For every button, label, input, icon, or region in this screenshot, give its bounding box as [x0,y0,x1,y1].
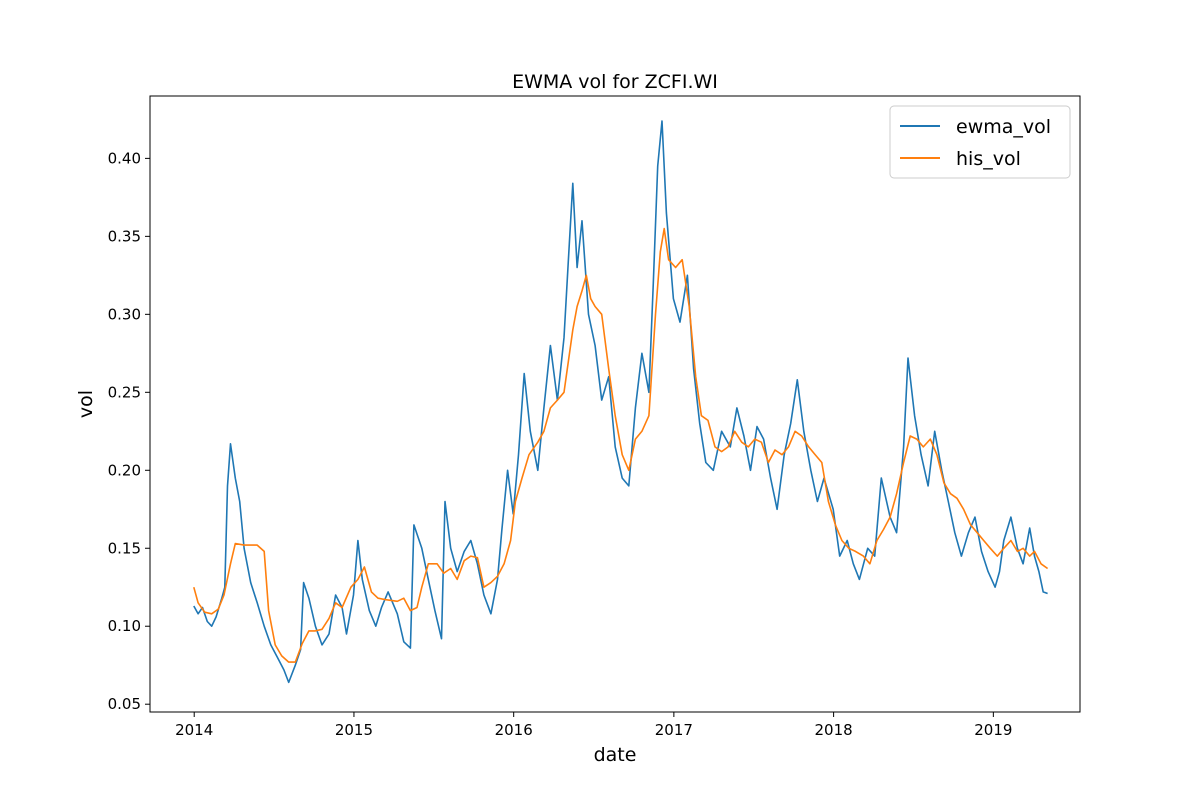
y-tick-label: 0.05 [108,695,141,713]
x-tick-label: 2015 [335,721,373,739]
series-line-ewma_vol [193,120,1048,684]
series-line-his_vol [193,227,1049,663]
y-tick-label: 0.25 [108,383,141,401]
x-tick-label: 2016 [495,721,533,739]
axes-layer: 2014 2015 2016 2017 2018 2019 0.05 0.10 0.15 0.20… [108,95,1081,739]
y-tick-label: 0.10 [108,617,141,635]
chart-title: EWMA vol for ZCFI.WI [512,71,718,93]
legend-box [889,105,1071,179]
y-axis-label: vol [75,390,97,418]
y-tick-label: 0.30 [108,305,141,323]
legend-label-ewma_vol: ewma_vol [956,116,1051,138]
x-tick-label: 2018 [815,721,853,739]
x-axis-label: date [594,744,637,766]
plot-frame [149,95,1081,713]
y-tick-label: 0.15 [108,539,141,557]
x-tick-label: 2014 [175,721,213,739]
legend: ewma_vol his_vol [889,105,1071,179]
y-tick-label: 0.20 [108,461,141,479]
legend-label-his_vol: his_vol [956,148,1021,170]
series-layer [193,120,1049,684]
y-tick-label: 0.40 [108,149,141,167]
y-tick-label: 0.35 [108,227,141,245]
x-tick-label: 2019 [974,721,1012,739]
x-tick-label: 2017 [655,721,693,739]
